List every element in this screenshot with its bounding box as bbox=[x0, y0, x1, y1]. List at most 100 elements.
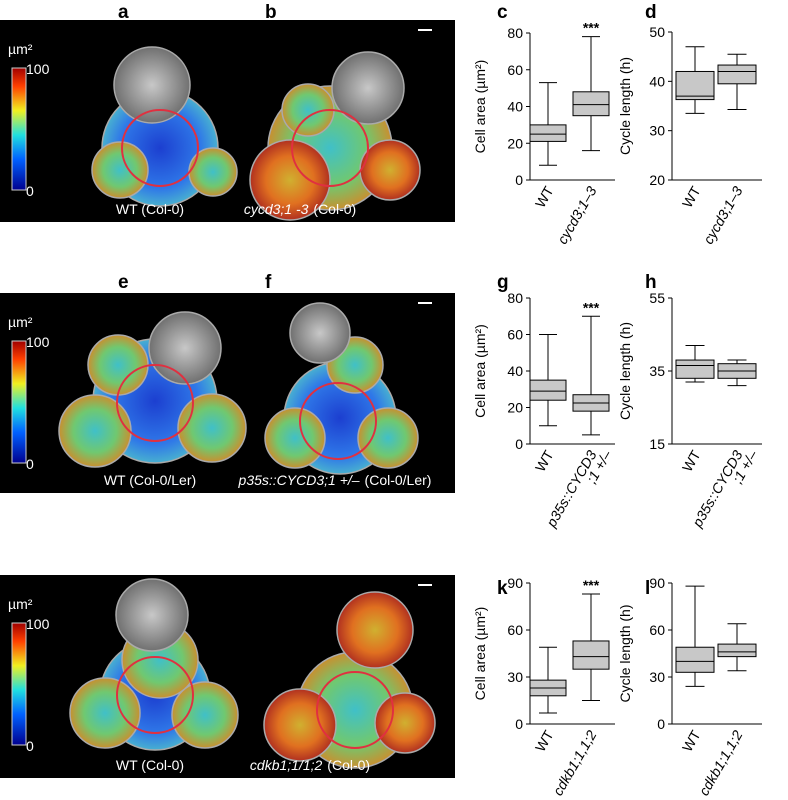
y-tick-label: 30 bbox=[649, 123, 665, 139]
center-ring bbox=[291, 109, 369, 187]
y-tick-label: 60 bbox=[649, 622, 665, 638]
y-axis-label: Cycle length (h) bbox=[617, 604, 633, 702]
cell-region bbox=[91, 141, 149, 199]
y-tick-label: 80 bbox=[507, 25, 523, 41]
y-tick-label: 40 bbox=[507, 363, 523, 379]
cell-region bbox=[58, 394, 132, 468]
panel-letter: i bbox=[118, 578, 123, 599]
y-tick-label: 35 bbox=[649, 363, 665, 379]
cell-region bbox=[331, 51, 405, 125]
caption-italic: cycd3;1 -3 bbox=[244, 201, 309, 217]
center-ring bbox=[116, 364, 194, 442]
box bbox=[717, 643, 757, 658]
x-tick-label: WT bbox=[679, 183, 704, 210]
colorbar-max: 100 bbox=[26, 61, 50, 77]
y-axis-label: Cell area (µm²) bbox=[472, 60, 488, 154]
cell-region bbox=[69, 677, 141, 749]
colorbar-min: 0 bbox=[26, 456, 34, 472]
panel-letter: g bbox=[497, 272, 509, 293]
panel-letter: d bbox=[645, 2, 657, 23]
y-tick-label: 20 bbox=[507, 400, 523, 416]
cell-region bbox=[263, 688, 337, 762]
colorbar-max: 100 bbox=[26, 616, 50, 632]
cell-region bbox=[177, 393, 247, 463]
panel-letter: j bbox=[264, 578, 270, 599]
colorbar bbox=[11, 340, 27, 464]
y-tick-label: 0 bbox=[657, 716, 665, 732]
colorbar-unit: µm² bbox=[8, 41, 33, 57]
box bbox=[572, 640, 610, 670]
box bbox=[675, 646, 715, 673]
cell-region bbox=[87, 334, 149, 396]
colorbar-min: 0 bbox=[26, 738, 34, 754]
panel-letter: l bbox=[645, 578, 650, 599]
cell-region bbox=[113, 46, 191, 124]
box bbox=[529, 124, 567, 142]
y-tick-label: 0 bbox=[515, 436, 523, 452]
box bbox=[717, 64, 757, 85]
significance: *** bbox=[583, 299, 600, 315]
panel-letter: c bbox=[497, 2, 508, 23]
y-tick-label: 55 bbox=[649, 290, 665, 306]
y-axis-label: Cell area (µm²) bbox=[472, 607, 488, 701]
cell-region bbox=[115, 578, 189, 652]
x-tick-label: WT bbox=[532, 447, 557, 474]
x-tick-label: WT bbox=[679, 447, 704, 474]
y-tick-label: 80 bbox=[507, 290, 523, 306]
y-tick-label: 0 bbox=[515, 172, 523, 188]
significance: *** bbox=[583, 577, 600, 593]
panel-letter: a bbox=[118, 2, 129, 23]
center-ring bbox=[299, 382, 377, 460]
x-tick-label: WT bbox=[532, 183, 557, 210]
y-axis-label: Cycle length (h) bbox=[617, 322, 633, 420]
x-tick-label: cdkb1;1,1;2 bbox=[550, 727, 600, 798]
colorbar-max: 100 bbox=[26, 334, 50, 350]
colorbar-unit: µm² bbox=[8, 314, 33, 330]
image-caption: cdkb1;1/1;2 (Col-0) bbox=[250, 757, 370, 773]
panel-letter: f bbox=[265, 272, 272, 293]
panel-letter: k bbox=[497, 578, 508, 599]
cell-region bbox=[359, 139, 421, 201]
colorbar bbox=[11, 67, 27, 191]
y-tick-label: 90 bbox=[507, 575, 523, 591]
y-tick-label: 0 bbox=[515, 716, 523, 732]
caption-italic: p35s::CYCD3;1 +/– bbox=[238, 472, 360, 488]
panel-letter: b bbox=[265, 2, 277, 23]
y-tick-label: 30 bbox=[507, 669, 523, 685]
cell-region bbox=[289, 302, 351, 364]
image-caption: WT (Col-0) bbox=[116, 201, 184, 217]
image-caption: WT (Col-0) bbox=[116, 757, 184, 773]
y-tick-label: 60 bbox=[507, 62, 523, 78]
image-caption: WT (Col-0/Ler) bbox=[104, 472, 196, 488]
x-tick-label: cdkb1;1,1;2 bbox=[696, 727, 746, 798]
y-tick-label: 20 bbox=[507, 135, 523, 151]
y-tick-label: 40 bbox=[507, 99, 523, 115]
caption-text: WT (Col-0) bbox=[116, 757, 184, 773]
colorbar-min: 0 bbox=[26, 183, 34, 199]
image-caption: cycd3;1 -3 (Col-0) bbox=[244, 201, 356, 217]
y-tick-label: 20 bbox=[649, 172, 665, 188]
caption-text: WT (Col-0) bbox=[116, 201, 184, 217]
charts: c 0 20 40 60 80 Cell area (µm²) WT *** cycd3;1–3 d… bbox=[472, 2, 762, 798]
y-tick-label: 90 bbox=[649, 575, 665, 591]
colorbar-unit: µm² bbox=[8, 596, 33, 612]
y-tick-label: 15 bbox=[649, 436, 665, 452]
y-tick-label: 50 bbox=[649, 24, 665, 40]
cell-region bbox=[264, 407, 326, 469]
y-tick-label: 60 bbox=[507, 327, 523, 343]
caption-text: (Col-0/Ler) bbox=[365, 472, 432, 488]
cell-region bbox=[148, 311, 222, 385]
box bbox=[572, 91, 610, 117]
center-ring bbox=[316, 671, 394, 749]
y-tick-label: 30 bbox=[649, 669, 665, 685]
center-ring bbox=[121, 109, 199, 187]
caption-italic: cdkb1;1/1;2 bbox=[250, 757, 323, 773]
box bbox=[675, 70, 715, 101]
cell-region bbox=[249, 139, 331, 221]
y-axis-label: Cycle length (h) bbox=[617, 57, 633, 155]
cell-region bbox=[336, 591, 414, 669]
box bbox=[529, 379, 567, 401]
significance: *** bbox=[583, 20, 600, 36]
